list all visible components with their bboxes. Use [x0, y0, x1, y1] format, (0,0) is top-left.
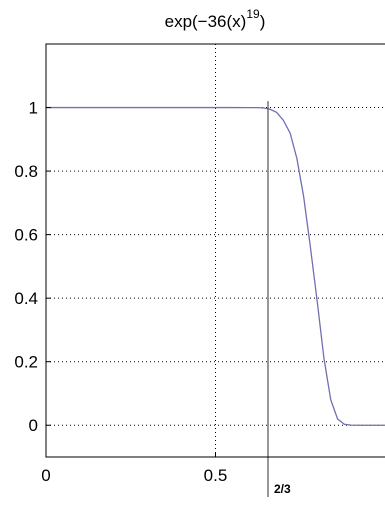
y-tick-label: 0.6	[14, 226, 38, 245]
chart-title-close: )	[260, 12, 266, 31]
chart-title: exp(−36(x)19)	[165, 7, 266, 31]
y-tick-label: 1	[29, 99, 38, 118]
x-tick-label: 0	[41, 466, 50, 485]
marker-label: 2/3	[274, 482, 291, 496]
series-line	[46, 106, 385, 426]
x-tick-label: 0.5	[204, 466, 228, 485]
plot-area-frame	[45, 43, 385, 458]
y-tick-label: 0	[29, 416, 38, 435]
y-tick-label: 0.8	[14, 162, 38, 181]
y-tick-label: 0.2	[14, 353, 38, 372]
chart-title-exponent: 19	[246, 7, 260, 21]
marker-layer: 2/3	[267, 101, 291, 497]
x-axis: 0 0.5	[41, 452, 227, 485]
series-layer	[46, 106, 385, 426]
y-axis: 0 0.2 0.4 0.6 0.8 1	[14, 99, 51, 435]
grid-layer	[46, 44, 385, 457]
y-tick-label: 0.4	[14, 289, 38, 308]
chart-title-text: exp(−36(x)	[165, 12, 247, 31]
